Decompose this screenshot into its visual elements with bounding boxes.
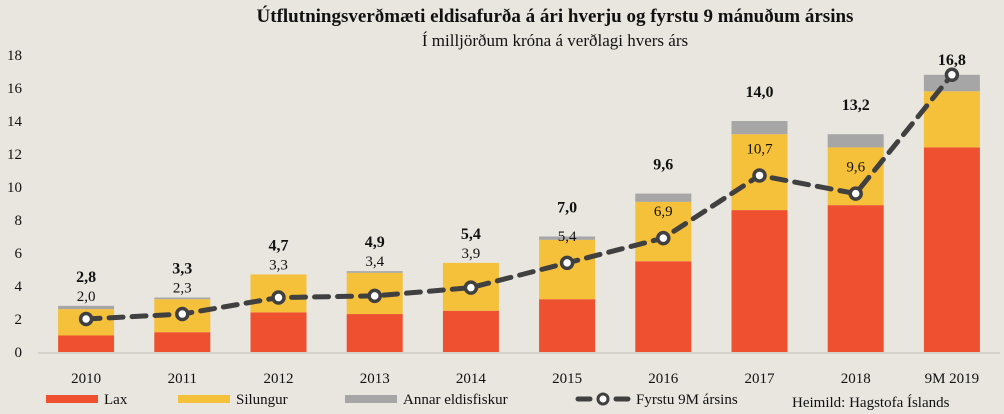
legend-swatch-silungur: [178, 395, 230, 403]
line-point: [848, 186, 863, 201]
legend-line-marker: [596, 392, 610, 406]
total-label: 13,2: [842, 97, 870, 114]
line-point: [78, 311, 94, 327]
bar-annar-eldisfiskur: [731, 121, 788, 135]
bar-lax: [539, 299, 596, 352]
bar-lax: [635, 261, 692, 352]
y-tick-label: 18: [7, 48, 22, 64]
y-tick-label: 4: [15, 279, 23, 295]
legend-label-silungur: Silungur: [236, 392, 288, 408]
total-labels: 2,8 3,3 4,7 4,9 5,4 7,0 9,6 14,0 13,2 16,8: [76, 52, 966, 286]
line-point-label: 2,0: [77, 289, 96, 305]
bar-annar-eldisfiskur: [58, 305, 115, 310]
line-point: [559, 255, 575, 271]
y-tick-label: 12: [7, 147, 22, 163]
x-tick-label: 9M 2019: [925, 371, 980, 387]
line-point: [752, 168, 767, 183]
source-note: Heimild: Hagstofa Íslands: [792, 394, 950, 411]
line-point: [656, 230, 671, 246]
bar-lax: [442, 310, 499, 352]
bar-lax: [346, 314, 403, 352]
y-tick-label: 8: [15, 213, 23, 229]
x-tick-label: 2015: [552, 371, 582, 387]
chart-title: Útflutningsverðmæti eldisafurða á ári hv…: [257, 5, 854, 27]
y-tick-label: 6: [15, 246, 23, 262]
line-point: [175, 306, 190, 322]
x-tick-label: 2018: [841, 371, 871, 387]
line-point-label: 3,3: [269, 257, 288, 273]
y-tick-label: 0: [15, 345, 23, 361]
x-axis: 2010 2011 2012 2013 2014 2015 2016 2017 2018 9M 2…: [71, 371, 979, 387]
bar-lax: [731, 210, 788, 352]
x-tick-label: 2014: [456, 371, 487, 387]
total-label: 9,6: [653, 157, 673, 174]
line-point-label: 5,4: [558, 229, 577, 245]
line-path: [83, 72, 955, 322]
line-point: [944, 67, 960, 83]
line-point: [367, 288, 382, 304]
y-axis: 0 2 4 6 8 10 12 14 16 18: [7, 48, 23, 361]
total-label: 4,9: [365, 234, 385, 251]
bar-lax: [250, 312, 307, 352]
total-label: 14,0: [746, 84, 774, 101]
legend-label-line: Fyrstu 9M ársins: [636, 392, 738, 408]
x-tick-label: 2011: [168, 371, 197, 387]
line-point-label: 2,3: [173, 281, 192, 297]
legend-swatch-lax: [46, 395, 98, 403]
bar-lax: [58, 335, 115, 352]
bar-annar-eldisfiskur: [539, 236, 596, 240]
bar-annar-eldisfiskur: [154, 297, 211, 300]
chart-subtitle: Í milljörðum króna á verðlagi hvers árs: [422, 31, 688, 50]
bar-annar-eldisfiskur: [923, 74, 980, 92]
total-label: 16,8: [938, 52, 966, 69]
bar-annar-eldisfiskur: [346, 271, 403, 273]
bars: [58, 74, 980, 352]
y-tick-label: 2: [15, 312, 23, 328]
line-series: 2,0 2,3 3,3 3,4 3,9 5,4 6,9 10,7 9,6: [77, 67, 960, 327]
total-label: 2,8: [76, 269, 96, 286]
bar-annar-eldisfiskur: [827, 134, 884, 148]
total-label: 5,4: [461, 226, 481, 243]
bar-annar-eldisfiskur: [635, 193, 692, 202]
line-point: [463, 280, 479, 295]
y-tick-label: 10: [7, 180, 22, 196]
x-tick-label: 2016: [648, 371, 679, 387]
bar-lax: [827, 205, 884, 352]
line-point-label: 6,9: [654, 204, 673, 220]
legend-label-lax: Lax: [104, 392, 128, 408]
line-point-label: 9,6: [846, 160, 865, 176]
x-tick-label: 2010: [71, 371, 101, 387]
legend-label-annar: Annar eldisfiskur: [403, 392, 508, 408]
total-label: 3,3: [172, 261, 192, 278]
legend: Lax Silungur Annar eldisfiskur Fyrstu 9M…: [46, 392, 950, 411]
bar-lax: [923, 147, 980, 352]
total-label: 4,7: [269, 237, 289, 254]
x-tick-label: 2012: [264, 371, 294, 387]
y-tick-label: 14: [7, 114, 23, 130]
x-tick-label: 2013: [360, 371, 390, 387]
total-label: 7,0: [557, 200, 577, 217]
x-tick-label: 2017: [745, 371, 776, 387]
line-point-label: 10,7: [746, 141, 773, 157]
line-point-label: 3,9: [462, 246, 481, 262]
bar-lax: [154, 332, 211, 352]
line-point: [271, 290, 286, 305]
y-tick-label: 16: [7, 81, 23, 97]
legend-swatch-annar: [345, 395, 397, 403]
line-point-label: 3,4: [365, 254, 384, 270]
